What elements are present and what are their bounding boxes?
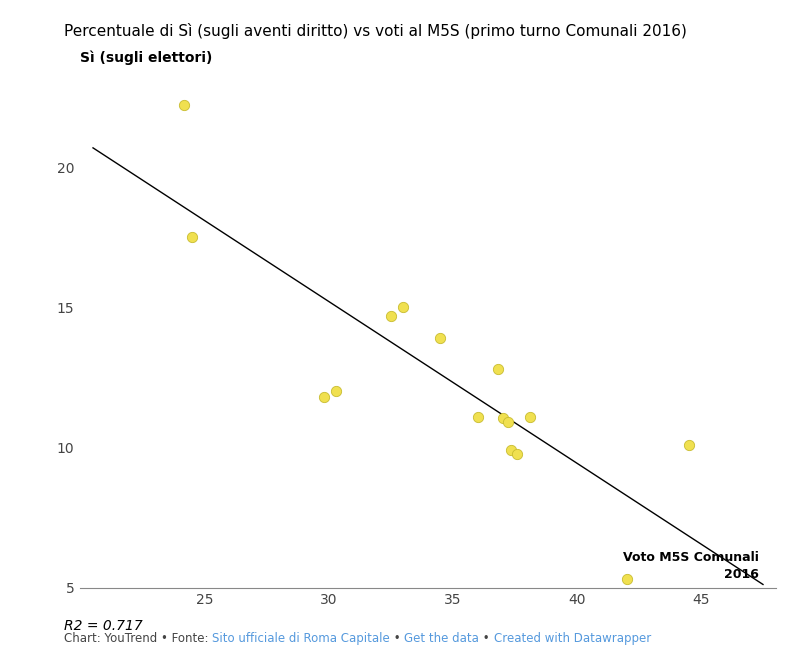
Text: •: • xyxy=(479,632,494,645)
Point xyxy=(178,100,191,111)
Point xyxy=(317,392,330,402)
Point xyxy=(501,417,514,428)
Point xyxy=(505,445,518,456)
Point xyxy=(384,310,397,321)
Point xyxy=(397,302,410,313)
Point xyxy=(496,413,509,424)
Point xyxy=(186,232,198,242)
Text: Created with Datawrapper: Created with Datawrapper xyxy=(494,632,651,645)
Text: Percentuale di Sì (sugli aventi diritto) vs voti al M5S (primo turno Comunali 20: Percentuale di Sì (sugli aventi diritto)… xyxy=(64,23,687,39)
Point xyxy=(330,386,342,396)
Text: Get the data: Get the data xyxy=(404,632,479,645)
Point xyxy=(434,333,447,343)
Text: Chart: YouTrend • Fonte:: Chart: YouTrend • Fonte: xyxy=(64,632,212,645)
Point xyxy=(511,449,524,459)
Text: Sito ufficiale di Roma Capitale: Sito ufficiale di Roma Capitale xyxy=(212,632,390,645)
Point xyxy=(523,411,536,422)
Point xyxy=(491,364,504,374)
Point xyxy=(621,574,634,584)
Text: R2 = 0.717: R2 = 0.717 xyxy=(64,619,142,633)
Text: Voto M5S Comunali
2016: Voto M5S Comunali 2016 xyxy=(622,551,758,581)
Text: Sì (sugli elettori): Sì (sugli elettori) xyxy=(80,51,212,65)
Text: •: • xyxy=(390,632,404,645)
Point xyxy=(682,440,695,450)
Point xyxy=(471,411,484,422)
